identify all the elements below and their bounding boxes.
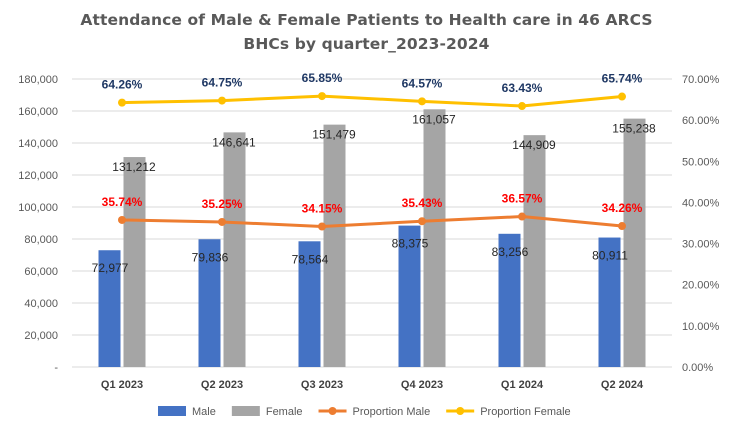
line-value-label: 34.26% (602, 201, 643, 215)
legend-label: Female (266, 406, 303, 418)
line-point (418, 97, 426, 106)
bar-female (223, 132, 246, 367)
y-right-tick-label: 30.00% (682, 239, 720, 251)
legend-marker (456, 407, 465, 415)
legend-label: Proportion Male (353, 406, 431, 418)
bar-value-label: 131,212 (112, 160, 156, 174)
bar-female (123, 157, 146, 367)
line-value-label: 64.57% (402, 76, 443, 90)
legend-swatch (231, 406, 260, 416)
line-value-label: 35.43% (402, 196, 443, 210)
bar-male (98, 250, 121, 367)
legend-marker (328, 407, 337, 415)
y-left-tick-label: 80,000 (24, 234, 58, 246)
bar-value-label: 144,909 (512, 138, 556, 152)
x-tick-label: Q4 2023 (401, 379, 443, 391)
line-value-label: 63.43% (502, 81, 543, 95)
y-right-tick-label: 40.00% (682, 197, 720, 209)
y-left-tick-label: 180,000 (18, 74, 58, 86)
chart-title-line1: Attendance of Male & Female Patients to … (80, 11, 653, 29)
bar-female (423, 109, 446, 367)
y-left-tick-label: 140,000 (18, 138, 58, 150)
bar-value-label: 72,977 (92, 261, 129, 275)
bar-female (623, 118, 646, 367)
y-right-tick-label: 70.00% (682, 74, 720, 86)
line-value-label: 35.74% (102, 195, 143, 209)
y-right-tick-label: 60.00% (682, 115, 720, 127)
y-left-tick-label: 160,000 (18, 106, 58, 118)
line-value-label: 65.74% (602, 72, 643, 86)
line-value-label: 64.75% (202, 76, 243, 90)
bar-value-label: 151,479 (312, 128, 356, 142)
y-right-tick-label: 50.00% (682, 156, 720, 168)
line-value-label: 64.26% (102, 78, 143, 92)
line-point (618, 92, 626, 101)
line-point (118, 98, 126, 107)
series-line-proportion-female (121, 94, 623, 108)
bar-value-label: 79,836 (192, 250, 229, 264)
line-point (318, 222, 326, 231)
bar-value-label: 83,256 (492, 245, 529, 259)
line-point (218, 217, 226, 226)
y-left-tick-label: 60,000 (24, 266, 58, 278)
line-value-label: 34.15% (302, 201, 343, 215)
line-point (518, 102, 526, 111)
bar-female (523, 135, 546, 367)
y-left-tick-label: 20,000 (24, 330, 58, 342)
x-tick-label: Q2 2024 (601, 379, 644, 391)
line-value-label: 65.85% (302, 71, 343, 85)
y-left-tick-label: 100,000 (18, 202, 58, 214)
bar-value-label: 88,375 (392, 237, 429, 251)
line-value-label: 35.25% (202, 197, 243, 211)
legend-swatch (158, 406, 186, 416)
line-point (518, 212, 526, 221)
y-left-tick-label: - (54, 362, 58, 374)
legend-label: Proportion Female (480, 406, 571, 418)
y-right-tick-label: 0.00% (682, 362, 713, 374)
series-line-proportion-male (121, 215, 623, 228)
bar-male (598, 237, 621, 367)
bar-male (398, 225, 421, 367)
y-left-tick-label: 40,000 (24, 298, 58, 310)
x-tick-label: Q1 2024 (501, 379, 544, 391)
bar-value-label: 80,911 (592, 249, 628, 263)
line-point (118, 215, 126, 224)
line-point (318, 92, 326, 101)
x-tick-label: Q3 2023 (301, 379, 343, 391)
line-point (618, 222, 626, 231)
bar-value-label: 146,641 (212, 135, 256, 149)
line-point (418, 217, 426, 226)
x-tick-label: Q1 2023 (101, 379, 143, 391)
line-point (218, 96, 226, 105)
bar-value-label: 78,564 (292, 252, 329, 266)
chart-title-line2: BHCs by quarter_2023-2024 (243, 35, 490, 53)
x-tick-label: Q2 2023 (201, 379, 243, 391)
y-right-tick-label: 10.00% (682, 321, 720, 333)
legend-label: Male (192, 406, 216, 418)
bar-value-label: 161,057 (412, 112, 456, 126)
bar-male (198, 239, 221, 367)
line-value-label: 36.57% (502, 192, 543, 206)
y-right-tick-label: 20.00% (682, 280, 720, 292)
bar-female (323, 124, 346, 367)
bar-value-label: 155,238 (612, 122, 656, 136)
bar-male (498, 233, 521, 367)
y-left-tick-label: 120,000 (18, 170, 58, 182)
bar-male (298, 241, 321, 367)
